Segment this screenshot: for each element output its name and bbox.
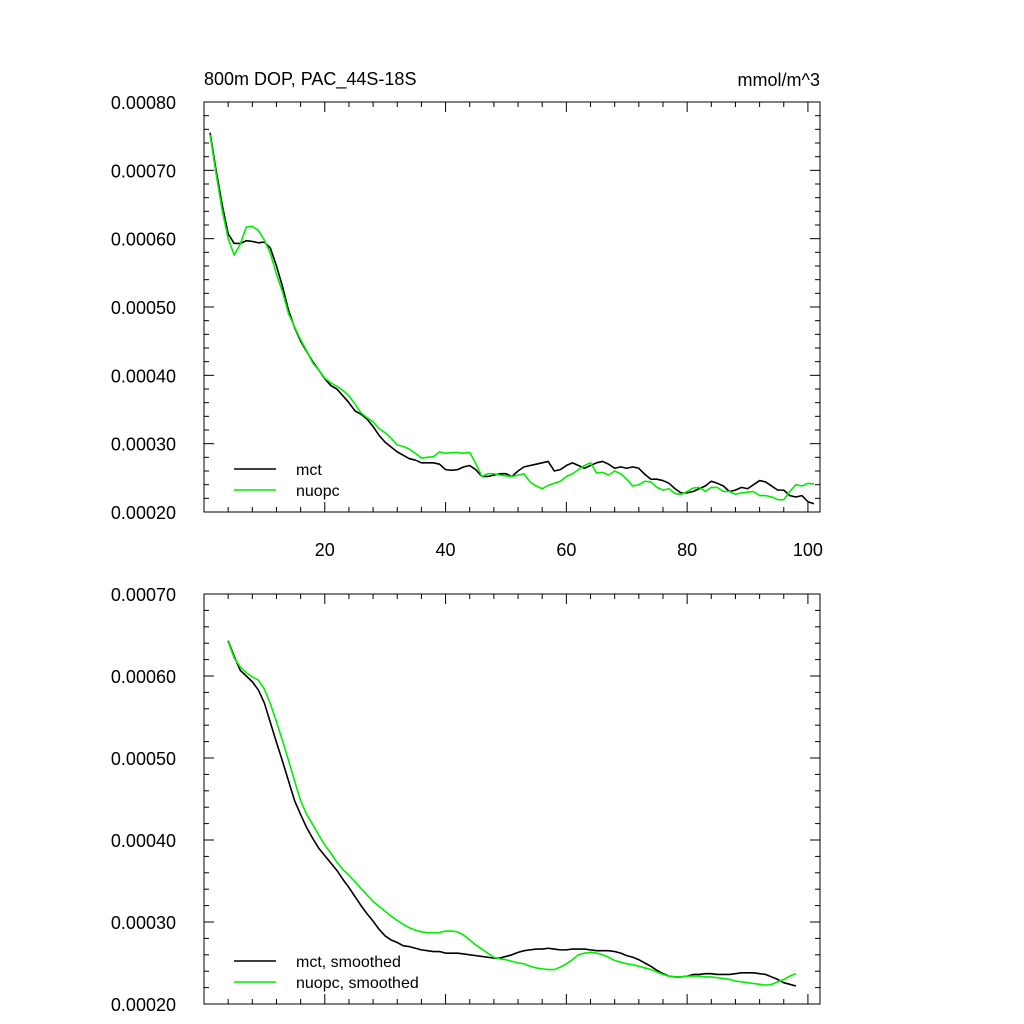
smoothed-y-tick-label: 0.00020 — [111, 995, 176, 1015]
raw-y-tick-label: 0.00060 — [111, 230, 176, 250]
smoothed-chart-plot-frame — [203, 593, 821, 1005]
smoothed-chart-ticks: 0.00020 0.00030 0.00040 0.00050 0.00060 0.000… — [111, 585, 820, 1015]
units-label: mmol/m^3 — [738, 70, 820, 90]
smoothed-chart-legend: mct, smoothed nuopc, smoothed — [234, 954, 419, 992]
chart-title: 800m DOP, PAC_44S-18S — [204, 69, 416, 90]
raw-y-tick-label: 0.00070 — [111, 161, 176, 181]
raw-chart-legend: mct nuopc — [234, 462, 340, 500]
raw-x-tick-label: 40 — [436, 540, 456, 560]
raw-x-tick-label: 60 — [556, 540, 576, 560]
raw-x-tick-label: 80 — [677, 540, 697, 560]
legend-label-nuopc-smoothed: nuopc, smoothed — [296, 975, 419, 992]
smoothed-chart-series — [227, 640, 797, 987]
smoothed-y-tick-label: 0.00030 — [111, 913, 176, 933]
smoothed-y-tick-label: 0.00050 — [111, 749, 176, 769]
raw-y-tick-label: 0.00080 — [111, 93, 176, 113]
legend-label-mct: mct — [296, 462, 322, 479]
raw-chart-panel: 800m DOP, PAC_44S-18S mmol/m^3 20 40 60 80 1… — [111, 69, 823, 560]
smoothed-y-tick-label: 0.00040 — [111, 831, 176, 851]
raw-y-tick-label: 0.00040 — [111, 366, 176, 386]
series-line-mct-smoothed — [227, 640, 797, 987]
raw-y-tick-label: 0.00050 — [111, 298, 176, 318]
series-line-nuopc — [209, 134, 815, 501]
smoothed-y-tick-label: 0.00060 — [111, 667, 176, 687]
raw-x-tick-label: 20 — [315, 540, 335, 560]
raw-y-tick-label: 0.00030 — [111, 435, 176, 455]
legend-label-nuopc: nuopc — [296, 483, 340, 500]
smoothed-y-tick-label: 0.00070 — [111, 585, 176, 605]
smoothed-chart-panel: 0.00020 0.00030 0.00040 0.00050 0.00060 0.000… — [111, 585, 821, 1015]
series-line-nuopc-smoothed — [227, 641, 797, 986]
raw-chart-ticks: 20 40 60 80 100 0.00020 0.00030 0.00040 0.00050 0… — [111, 93, 823, 560]
legend-label-mct-smoothed: mct, smoothed — [296, 954, 401, 971]
raw-x-tick-label: 100 — [793, 540, 823, 560]
raw-chart-series — [209, 132, 815, 505]
raw-chart-plot-frame — [203, 101, 821, 513]
raw-y-tick-label: 0.00020 — [111, 503, 176, 523]
series-line-mct — [209, 132, 815, 505]
